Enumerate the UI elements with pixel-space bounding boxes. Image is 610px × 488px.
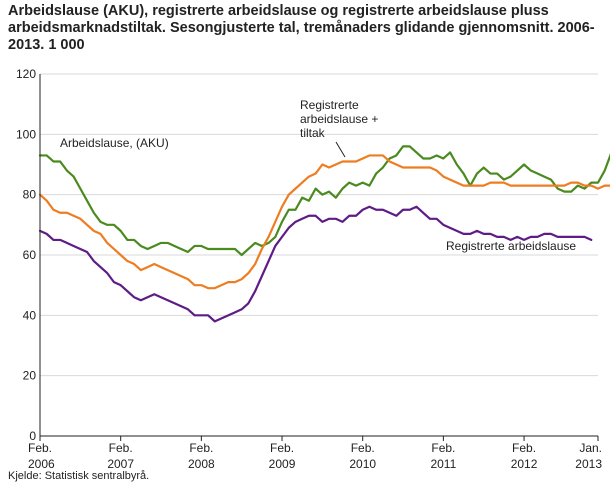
x-tick-label-2013-01-year: 2013 <box>575 457 602 471</box>
series-label-tiltak-line2: arbeidslause + <box>300 112 378 126</box>
x-tick-label-2009-02-year: 2009 <box>269 457 296 471</box>
axes <box>39 74 598 437</box>
series-line-aku <box>38 145 610 257</box>
y-axis-ticks: 0 20 40 60 80 100 120 <box>16 67 36 443</box>
x-tick-label-2006-02-year: 2006 <box>28 457 55 471</box>
x-tick-label-2011-02-year: 2011 <box>430 457 456 471</box>
x-axis-ticks: Feb. 2006 Feb. 2007 Feb. 2008 Feb. 2009 Feb. 2010… <box>28 436 602 471</box>
y-tick-label-100: 100 <box>16 127 36 141</box>
source-note: Kjelde: Statistisk sentralbyrå. <box>8 470 150 482</box>
y-tick-label-40: 40 <box>23 308 37 322</box>
x-tick-label-2013-01-month: Jan. <box>579 441 602 455</box>
tiltak-label-pointer <box>335 141 346 158</box>
y-tick-label-120: 120 <box>16 67 36 81</box>
x-tick-label-2011-02-month: Feb. <box>431 441 455 455</box>
x-tick-label-2008-02-month: Feb. <box>189 441 213 455</box>
series-label-aku: Arbeidslause, (AKU) <box>60 136 169 150</box>
x-tick-label-2006-02-month: Feb. <box>28 441 52 455</box>
x-tick-label-2008-02-year: 2008 <box>188 457 215 471</box>
series-label-registrerte: Registrerte arbeidslause <box>446 239 576 253</box>
x-tick-label-2009-02-month: Feb. <box>270 441 294 455</box>
x-tick-label-2010-02-month: Feb. <box>351 441 375 455</box>
series-line-tiltak <box>38 154 610 290</box>
series-lines <box>38 145 610 323</box>
y-tick-label-0: 0 <box>29 429 36 443</box>
x-tick-label-2012-02-year: 2012 <box>511 457 538 471</box>
y-tick-label-60: 60 <box>23 248 37 262</box>
series-label-tiltak-line1: Registrerte <box>300 98 359 112</box>
gridlines <box>40 73 598 377</box>
series-label-tiltak-line3: tiltak <box>300 126 326 140</box>
series-line-registrerte <box>38 205 593 323</box>
y-tick-label-20: 20 <box>23 369 37 383</box>
x-tick-label-2007-02-year: 2007 <box>107 457 134 471</box>
chart-title: Arbeidslause (AKU), registrerte arbeidsl… <box>8 3 595 53</box>
x-tick-label-2007-02-month: Feb. <box>109 441 133 455</box>
x-tick-label-2012-02-month: Feb. <box>512 441 536 455</box>
x-tick-label-2010-02-year: 2010 <box>349 457 376 471</box>
y-tick-label-80: 80 <box>23 188 37 202</box>
